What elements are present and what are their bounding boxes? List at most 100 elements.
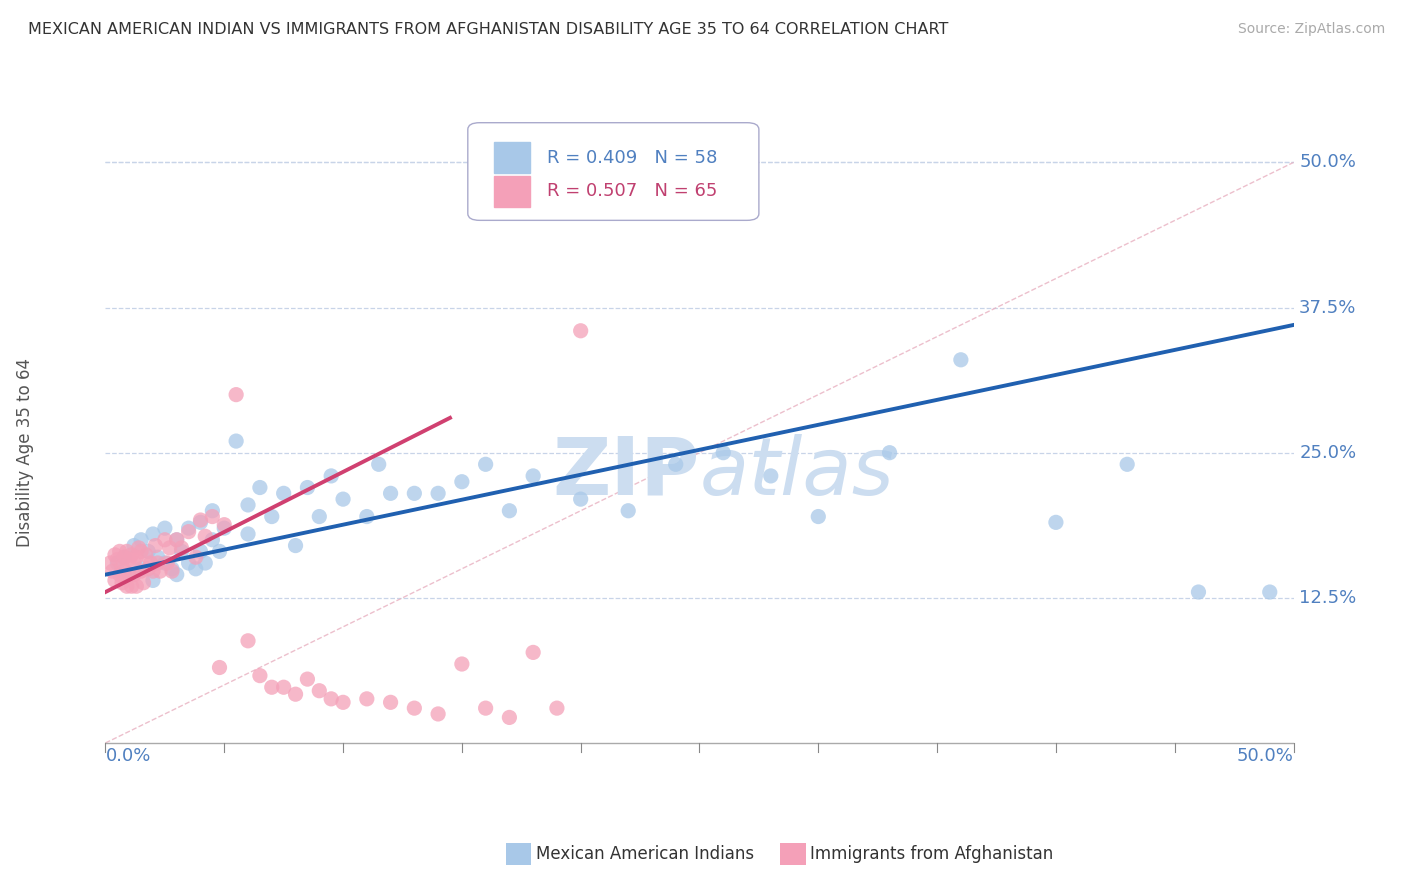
Point — [156, 556, 179, 570]
Point — [427, 486, 450, 500]
Point — [177, 524, 200, 539]
Bar — [494, 142, 530, 173]
Point — [321, 469, 343, 483]
Point — [139, 556, 162, 570]
Point — [170, 544, 193, 558]
Point — [1045, 516, 1067, 530]
Point — [332, 695, 354, 709]
Point — [380, 695, 402, 709]
Point — [284, 687, 307, 701]
Point — [450, 657, 472, 671]
Point — [142, 527, 165, 541]
Point — [160, 562, 183, 576]
Text: Immigrants from Afghanistan: Immigrants from Afghanistan — [810, 845, 1053, 863]
Point — [166, 533, 188, 547]
Point — [949, 352, 972, 367]
Point — [118, 567, 141, 582]
Point — [114, 564, 136, 578]
Point — [194, 556, 217, 570]
Point — [190, 516, 212, 530]
Point — [111, 559, 134, 574]
Point — [297, 672, 319, 686]
Point — [160, 564, 183, 578]
Point — [474, 458, 496, 472]
Point — [122, 567, 145, 582]
Point — [260, 509, 283, 524]
Point — [129, 533, 152, 547]
Point — [404, 486, 426, 500]
Text: MEXICAN AMERICAN INDIAN VS IMMIGRANTS FROM AFGHANISTAN DISABILITY AGE 35 TO 64 C: MEXICAN AMERICAN INDIAN VS IMMIGRANTS FR… — [28, 22, 949, 37]
Point — [214, 517, 236, 532]
Point — [225, 434, 247, 448]
Point — [177, 521, 200, 535]
Point — [115, 579, 138, 593]
Point — [111, 575, 134, 590]
Point — [132, 575, 155, 590]
Point — [297, 481, 319, 495]
Point — [450, 475, 472, 489]
Point — [101, 564, 124, 578]
Point — [879, 446, 901, 460]
Point — [249, 481, 271, 495]
Point — [108, 544, 131, 558]
Point — [367, 458, 389, 472]
Point — [190, 513, 212, 527]
Point — [170, 541, 193, 555]
Point — [569, 492, 592, 507]
Point — [121, 548, 143, 562]
Point — [522, 645, 544, 659]
Point — [236, 527, 259, 541]
Point — [104, 574, 127, 588]
Point — [149, 564, 172, 578]
Point — [136, 544, 159, 558]
Point — [142, 574, 165, 588]
Point — [260, 680, 283, 694]
Point — [522, 469, 544, 483]
Text: 37.5%: 37.5% — [1299, 299, 1357, 317]
Point — [146, 550, 169, 565]
Point — [114, 550, 136, 565]
Text: 50.0%: 50.0% — [1299, 153, 1355, 171]
Point — [105, 552, 128, 566]
Point — [118, 567, 141, 582]
Point — [807, 509, 830, 524]
Point — [135, 548, 157, 562]
Point — [122, 539, 145, 553]
Point — [214, 521, 236, 535]
Point — [194, 529, 217, 543]
Point — [1258, 585, 1281, 599]
Point — [153, 521, 176, 535]
Point — [184, 562, 207, 576]
Point — [427, 706, 450, 721]
Point — [201, 504, 224, 518]
Point — [404, 701, 426, 715]
Point — [146, 556, 169, 570]
Point — [104, 548, 127, 562]
Point — [208, 544, 231, 558]
Point — [236, 633, 259, 648]
Point — [166, 533, 188, 547]
Point — [108, 567, 131, 582]
Point — [711, 446, 734, 460]
Point — [153, 556, 176, 570]
Point — [114, 550, 136, 565]
Text: 25.0%: 25.0% — [1299, 443, 1357, 462]
Point — [380, 486, 402, 500]
Point — [1187, 585, 1209, 599]
Point — [498, 504, 520, 518]
Point — [118, 552, 141, 566]
Point — [190, 544, 212, 558]
Point — [129, 544, 152, 558]
Point — [1116, 458, 1139, 472]
Point — [308, 509, 330, 524]
Point — [249, 668, 271, 682]
Text: Disability Age 35 to 64: Disability Age 35 to 64 — [17, 359, 34, 547]
Point — [136, 562, 159, 576]
FancyBboxPatch shape — [468, 123, 759, 220]
Point — [201, 533, 224, 547]
Point — [122, 556, 145, 570]
Point — [225, 387, 247, 401]
Point — [184, 550, 207, 565]
Point — [115, 544, 138, 558]
Point — [273, 680, 295, 694]
